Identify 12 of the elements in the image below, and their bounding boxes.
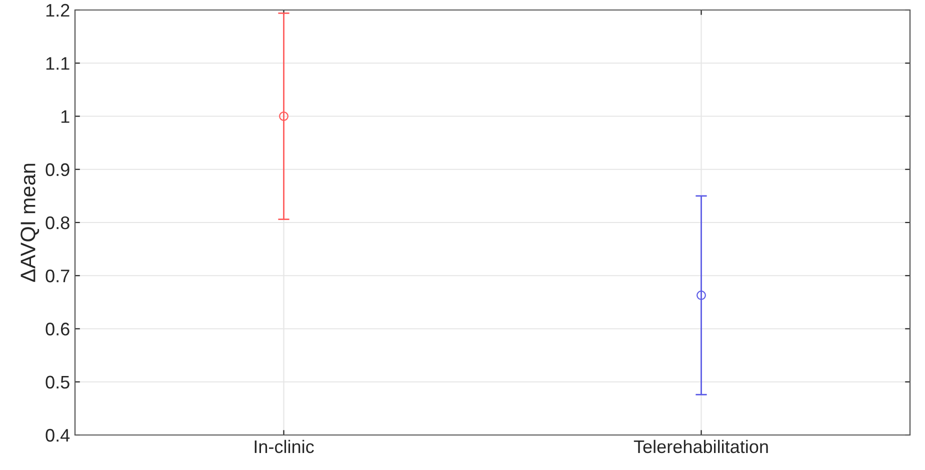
y-tick-label: 0.5 — [46, 376, 70, 389]
y-tick-label: 0.7 — [46, 270, 70, 282]
y-tick-label: 1.1 — [46, 57, 70, 70]
x-tick-label: Telerehabilitation — [634, 440, 768, 454]
x-tick-label: In-clinic — [254, 440, 314, 454]
y-tick-label: 0.9 — [46, 163, 70, 176]
y-tick-label: 0.4 — [46, 428, 70, 442]
y-axis-title: ΔAVQI mean — [20, 164, 40, 282]
y-tick-label: 0.6 — [46, 322, 70, 336]
y-tick-label: 0.8 — [46, 216, 70, 230]
y-tick-label: 1.2 — [46, 4, 70, 17]
y-tick-label: 1 — [61, 110, 70, 123]
